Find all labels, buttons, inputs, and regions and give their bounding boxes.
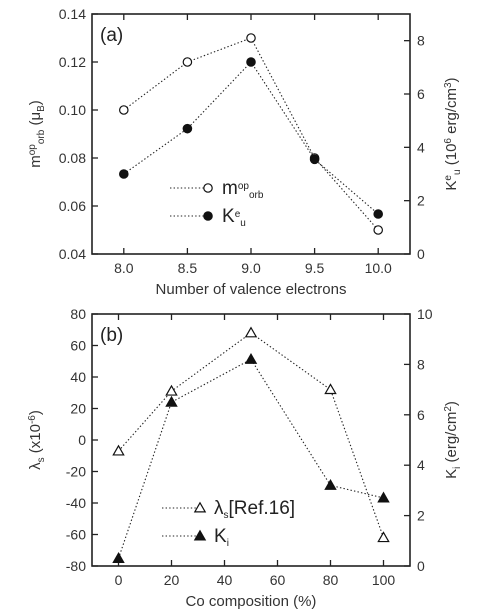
y-tick-label: 0.12 bbox=[59, 54, 86, 70]
data-point-series-1 bbox=[165, 395, 178, 407]
plot-frame bbox=[91, 13, 411, 255]
data-point-series-0 bbox=[119, 105, 129, 115]
x-axis-label: Co composition (%) bbox=[186, 593, 317, 610]
data-point-series-1 bbox=[377, 491, 390, 503]
y-tick-label: 0.04 bbox=[59, 246, 86, 262]
chart-panel-b: 0 20 40 60 80 100 -80 -60 -40 -20 0 20 40 60 80 0 2 4 6 8 10… bbox=[27, 306, 463, 610]
data-point-series-0 bbox=[377, 531, 390, 543]
data-point-series-0 bbox=[373, 225, 383, 235]
y-tick-label: 0.06 bbox=[59, 198, 86, 214]
y-tick-label: 0.08 bbox=[59, 150, 86, 166]
y-tick-label: -40 bbox=[66, 495, 86, 511]
data-point-series-0 bbox=[244, 326, 258, 338]
data-point-series-0 bbox=[246, 33, 256, 43]
y-tick-label: -60 bbox=[66, 527, 86, 543]
y2-tick-label: 2 bbox=[417, 508, 425, 524]
legend-marker-1 bbox=[203, 211, 213, 221]
data-point-series-0 bbox=[324, 383, 337, 395]
y-tick-label: -20 bbox=[66, 464, 86, 480]
legend-marker-1 bbox=[193, 529, 207, 541]
y2-tick-label: 2 bbox=[417, 193, 425, 209]
y-tick-label: 0.14 bbox=[59, 6, 86, 22]
x-tick-label: 80 bbox=[323, 572, 339, 588]
panel-label: (a) bbox=[100, 25, 123, 46]
x-tick-label: 40 bbox=[217, 572, 233, 588]
y2-tick-label: 0 bbox=[417, 558, 425, 574]
y2-tick-label: 4 bbox=[417, 457, 425, 473]
y-tick-label: 40 bbox=[70, 369, 86, 385]
x-tick-label: 100 bbox=[372, 572, 396, 588]
legend-marker-0 bbox=[203, 183, 213, 193]
series-line-0 bbox=[118, 332, 385, 538]
data-point-series-1 bbox=[246, 57, 256, 67]
series-line-1 bbox=[117, 358, 384, 559]
x-tick-label: 0 bbox=[115, 572, 123, 588]
y2-tick-label: 6 bbox=[417, 86, 425, 102]
y2-tick-label: 8 bbox=[417, 33, 425, 49]
y2-axis-label: Keu (106 erg/cm3) bbox=[443, 77, 463, 190]
y2-tick-label: 10 bbox=[417, 306, 433, 322]
y-tick-label: 60 bbox=[70, 338, 86, 354]
y-tick-label: -80 bbox=[66, 558, 86, 574]
y-axis-label: λs (x10-6) bbox=[27, 410, 47, 470]
y-axis-label: moporb (μB) bbox=[27, 100, 47, 168]
data-point-series-1 bbox=[324, 478, 337, 490]
y2-tick-label: 6 bbox=[417, 407, 425, 423]
x-axis-label: Number of valence electrons bbox=[156, 281, 347, 298]
data-point-series-0 bbox=[165, 384, 178, 396]
y-tick-label: 0.10 bbox=[59, 102, 86, 118]
data-point-series-1 bbox=[119, 169, 129, 179]
data-point-series-1 bbox=[309, 154, 320, 165]
legend: λs[Ref.16] Ki bbox=[162, 498, 295, 549]
y2-tick-label: 4 bbox=[417, 139, 425, 155]
y2-tick-label: 8 bbox=[417, 356, 425, 372]
data-point-series-1 bbox=[182, 123, 193, 134]
data-point-series-1 bbox=[112, 552, 125, 563]
legend-label-1: Ki bbox=[214, 526, 229, 549]
plot-frame bbox=[91, 313, 411, 567]
series-line-0 bbox=[123, 37, 379, 231]
y2-axis-label: Ki (erg/cm2) bbox=[443, 401, 463, 479]
chart-panel-a: 8.0 8.5 9.0 9.5 10.0 0.04 0.06 0.08 0.10 0.12 0.14… bbox=[27, 6, 463, 298]
y-tick-label: 0 bbox=[78, 432, 86, 448]
legend-label-0: moporb bbox=[222, 178, 264, 201]
x-tick-label: 8.0 bbox=[114, 260, 134, 276]
y-tick-label: 20 bbox=[70, 401, 86, 417]
data-point-series-1 bbox=[244, 352, 258, 364]
legend-marker-0 bbox=[193, 501, 207, 513]
panel-label: (b) bbox=[100, 325, 123, 346]
data-point-series-1 bbox=[373, 209, 383, 219]
legend-label-1: Keu bbox=[222, 206, 246, 229]
y2-tick-label: 0 bbox=[417, 246, 425, 262]
y-tick-label: 80 bbox=[70, 306, 86, 322]
x-tick-label: 9.5 bbox=[305, 260, 325, 276]
data-point-series-0 bbox=[112, 444, 125, 456]
legend: moporb Keu bbox=[170, 178, 264, 229]
x-tick-label: 60 bbox=[270, 572, 286, 588]
x-tick-label: 8.5 bbox=[178, 260, 198, 276]
data-point-series-0 bbox=[182, 57, 193, 67]
x-tick-label: 9.0 bbox=[241, 260, 261, 276]
x-tick-label: 20 bbox=[164, 572, 180, 588]
x-tick-label: 10.0 bbox=[365, 260, 392, 276]
legend-label-0: λs[Ref.16] bbox=[214, 498, 295, 521]
